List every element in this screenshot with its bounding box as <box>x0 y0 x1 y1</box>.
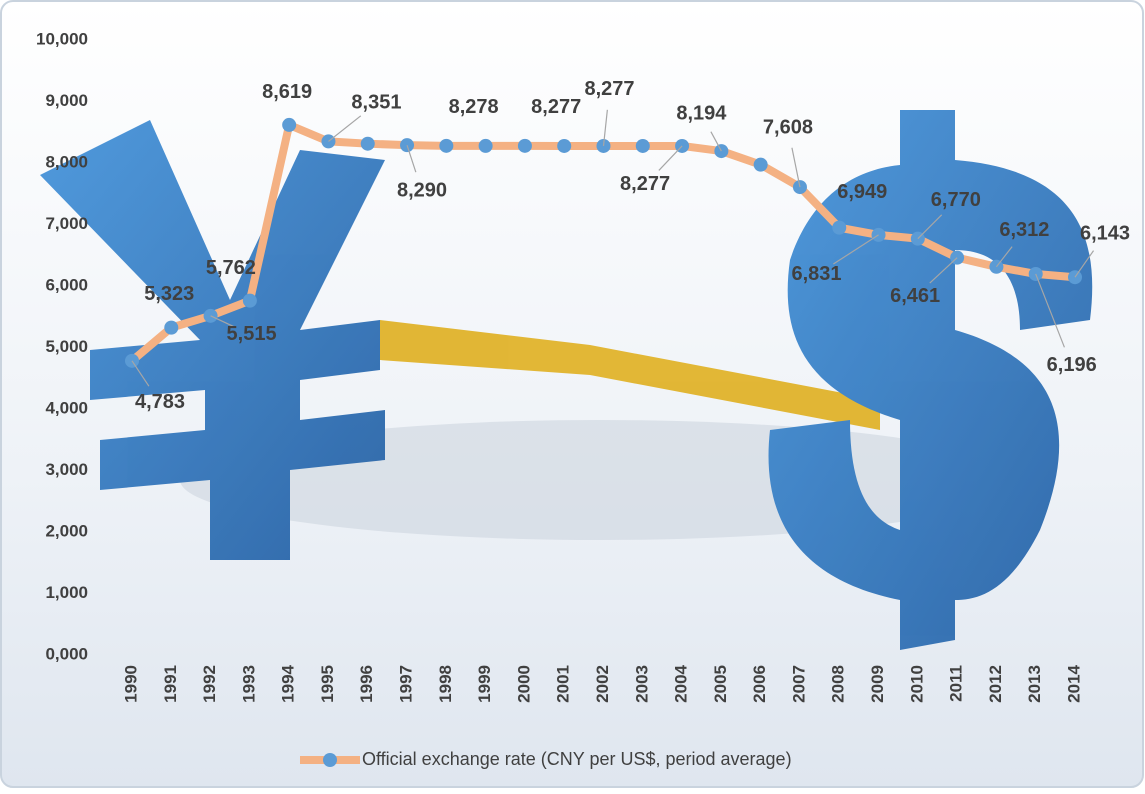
leader-line <box>929 257 958 284</box>
data-point <box>478 138 493 153</box>
x-tick-label: 2011 <box>947 665 966 702</box>
x-tick-label: 2003 <box>632 665 651 703</box>
data-label: 8,351 <box>351 92 401 114</box>
x-tick-label: 2000 <box>514 665 533 703</box>
leader-line <box>995 246 1013 268</box>
x-tick-label: 1991 <box>161 665 180 703</box>
leader-line <box>406 144 417 173</box>
y-tick-label: 3,000 <box>45 460 88 479</box>
x-tick-label: 2010 <box>907 665 926 703</box>
x-tick-label: 2006 <box>750 665 769 703</box>
x-tick-label: 2004 <box>672 664 691 702</box>
legend-label: Official exchange rate (CNY per US$, per… <box>362 749 792 769</box>
x-tick-label: 2009 <box>868 665 887 703</box>
background-illustration <box>40 110 1093 650</box>
data-point <box>360 136 375 151</box>
data-label: 6,312 <box>999 219 1049 241</box>
data-point <box>557 138 572 153</box>
x-tick-label: 2014 <box>1064 664 1083 702</box>
data-point <box>242 293 257 308</box>
x-tick-label: 1994 <box>279 664 298 702</box>
x-tick-label: 1999 <box>475 665 494 703</box>
y-tick-label: 1,000 <box>45 583 88 602</box>
data-label: 6,831 <box>792 263 842 285</box>
x-tick-label: 2005 <box>711 665 730 703</box>
data-point <box>635 138 650 153</box>
x-tick-label: 1993 <box>239 665 258 703</box>
data-point <box>832 220 847 235</box>
leader-line <box>833 234 879 265</box>
data-label: 7,608 <box>763 116 813 138</box>
x-tick-label: 1998 <box>436 665 455 703</box>
x-tick-label: 2001 <box>554 665 573 703</box>
data-label: 8,194 <box>676 102 727 124</box>
data-label: 8,277 <box>584 78 634 100</box>
leader-line <box>791 147 801 188</box>
x-tick-label: 1990 <box>121 665 140 703</box>
x-tick-label: 1997 <box>397 665 416 703</box>
data-label: 8,277 <box>531 96 581 118</box>
x-tick-label: 2007 <box>789 665 808 703</box>
leader-line <box>210 315 234 327</box>
y-tick-label: 8,000 <box>45 152 88 171</box>
data-label: 6,461 <box>890 285 940 307</box>
leader-line <box>1035 273 1065 348</box>
y-tick-label: 9,000 <box>45 91 88 110</box>
y-tick-label: 7,000 <box>45 214 88 233</box>
x-tick-label: 2013 <box>1025 665 1044 703</box>
x-tick-label: 2002 <box>593 665 612 703</box>
data-label: 6,143 <box>1080 222 1130 244</box>
data-label: 8,619 <box>262 81 312 103</box>
data-point <box>753 157 768 172</box>
legend-marker <box>323 753 337 767</box>
leader-line <box>917 214 943 240</box>
data-label: 5,323 <box>144 283 194 305</box>
leader-line <box>328 115 362 142</box>
data-label: 6,196 <box>1047 354 1097 376</box>
y-tick-label: 10,000 <box>36 29 88 48</box>
y-tick-label: 4,000 <box>45 398 88 417</box>
data-point <box>282 117 297 132</box>
data-point <box>517 138 532 153</box>
data-label: 8,278 <box>449 96 499 118</box>
data-label: 4,783 <box>135 391 185 413</box>
x-tick-label: 1992 <box>200 665 219 703</box>
leader-line <box>710 131 722 152</box>
data-label: 5,762 <box>206 257 256 279</box>
y-tick-label: 5,000 <box>45 337 88 356</box>
data-label: 8,290 <box>397 179 447 201</box>
leader-line <box>658 145 683 171</box>
x-tick-label: 2008 <box>829 665 848 703</box>
leader-line <box>1074 250 1095 278</box>
data-label: 6,949 <box>837 181 887 203</box>
y-tick-label: 2,000 <box>45 521 88 540</box>
x-tick-label: 1995 <box>318 665 337 703</box>
y-tick-label: 0,000 <box>45 644 88 663</box>
data-point <box>439 138 454 153</box>
x-tick-label: 1996 <box>357 665 376 703</box>
data-label: 8,277 <box>620 173 670 195</box>
leader-line <box>131 360 150 387</box>
data-point <box>164 320 179 335</box>
leader-line <box>602 109 608 147</box>
y-tick-label: 6,000 <box>45 275 88 294</box>
data-label: 6,770 <box>931 189 981 211</box>
x-tick-label: 2012 <box>986 665 1005 703</box>
data-label: 5,515 <box>227 323 277 345</box>
